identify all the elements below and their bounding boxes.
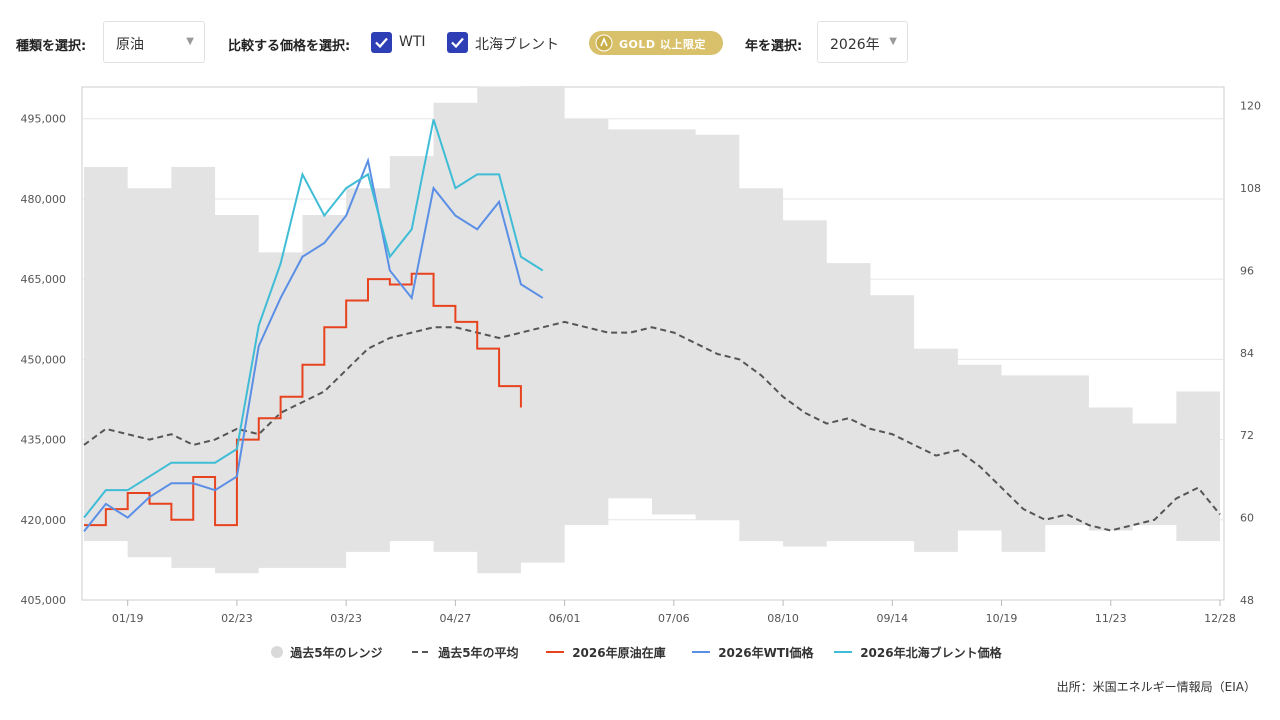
brent-checkbox-label: 北海ブレント: [475, 37, 559, 53]
legend-item-brent[interactable]: 2026年北海ブレント価格: [834, 644, 1002, 661]
gold-medal-icon: [595, 34, 613, 55]
brent-checkbox[interactable]: 北海ブレント: [447, 32, 577, 54]
gold-badge: GOLD 以上限定: [589, 31, 723, 55]
x-tick-label: 09/14: [876, 612, 908, 625]
chart-area: 405,000 420,000 435,000 450,000 465,000 480,0…: [0, 81, 1280, 646]
compare-label: 比較する価格を選択:: [228, 39, 351, 54]
x-tick-label: 11/23: [1095, 612, 1127, 625]
x-tick-label: 04/27: [440, 612, 472, 625]
y-left-tick-label: 480,000: [21, 193, 67, 206]
year-select-value: 2026年: [830, 37, 880, 53]
source-note: 出所：米国エネルギー情報局（EIA）: [1056, 680, 1256, 694]
legend-item-average[interactable]: 過去5年の平均: [412, 644, 519, 661]
checkmark-icon: [371, 32, 392, 53]
chevron-down-icon: ▼: [889, 36, 897, 47]
y-right-tick-label: 84: [1240, 347, 1254, 360]
legend-dash-icon: [412, 651, 432, 653]
x-tick-label: 12/28: [1204, 612, 1236, 625]
y-right-tick-label: 60: [1240, 512, 1254, 525]
x-tick-label: 03/23: [330, 612, 362, 625]
y-right-tick-label: 72: [1240, 429, 1254, 442]
x-tick-label: 01/19: [112, 612, 144, 625]
legend-line-icon: [546, 651, 564, 653]
type-label: 種類を選択:: [16, 39, 87, 54]
legend-item-inventory[interactable]: 2026年原油在庫: [546, 644, 666, 661]
y-left-tick-label: 495,000: [21, 113, 67, 126]
gold-badge-label: GOLD 以上限定: [619, 38, 706, 51]
legend-label: 過去5年の平均: [438, 646, 519, 660]
legend-label: 2026年北海ブレント価格: [860, 646, 1002, 660]
legend: 過去5年のレンジ 過去5年の平均 2026年原油在庫 2026年WTI価格 20…: [0, 644, 1280, 664]
legend-line-icon: [692, 651, 710, 653]
series-line: [83, 157, 544, 532]
toolbar: 種類を選択: 原油 ▼ 比較する価格を選択: WTI 北海ブレント GOLD 以…: [0, 0, 1280, 86]
wti-checkbox-label: WTI: [399, 34, 426, 50]
legend-item-range[interactable]: 過去5年のレンジ: [270, 644, 383, 661]
legend-label: 2026年WTI価格: [718, 646, 814, 660]
legend-line-icon: [834, 651, 852, 653]
series-line: [83, 119, 544, 519]
series-line: [84, 272, 522, 527]
legend-label: 2026年原油在庫: [572, 646, 666, 660]
chevron-down-icon: ▼: [186, 36, 194, 47]
year-select[interactable]: 2026年 ▼: [817, 21, 908, 63]
year-label: 年を選択:: [745, 39, 803, 54]
x-tick-label: 02/23: [221, 612, 253, 625]
y-right-tick-label: 96: [1240, 264, 1254, 277]
y-right-tick-label: 120: [1240, 100, 1261, 113]
y-right-tick-label: 108: [1240, 182, 1261, 195]
type-select-value: 原油: [116, 37, 144, 53]
x-tick-label: 07/06: [658, 612, 690, 625]
legend-item-wti[interactable]: 2026年WTI価格: [692, 644, 813, 661]
legend-dot-icon: [271, 646, 283, 658]
y-left-tick-label: 420,000: [21, 514, 67, 527]
x-tick-label: 08/10: [767, 612, 799, 625]
checkmark-icon: [447, 32, 468, 53]
wti-checkbox[interactable]: WTI: [371, 32, 431, 54]
legend-label: 過去5年のレンジ: [290, 646, 383, 660]
chart-svg: 405,000 420,000 435,000 450,000 465,000 480,0…: [21, 81, 1261, 625]
series-line: [83, 320, 1221, 532]
x-tick-label: 06/01: [549, 612, 581, 625]
y-right-tick-label: 48: [1240, 594, 1254, 607]
y-left-tick-label: 435,000: [21, 434, 67, 447]
type-select[interactable]: 原油 ▼: [103, 21, 205, 63]
x-tick-label: 10/19: [986, 612, 1018, 625]
range-band: [84, 81, 1220, 574]
y-left-tick-label: 465,000: [21, 273, 67, 286]
plot-frame: [81, 86, 1225, 601]
y-left-tick-label: 450,000: [21, 353, 67, 366]
y-left-tick-label: 405,000: [21, 594, 67, 607]
